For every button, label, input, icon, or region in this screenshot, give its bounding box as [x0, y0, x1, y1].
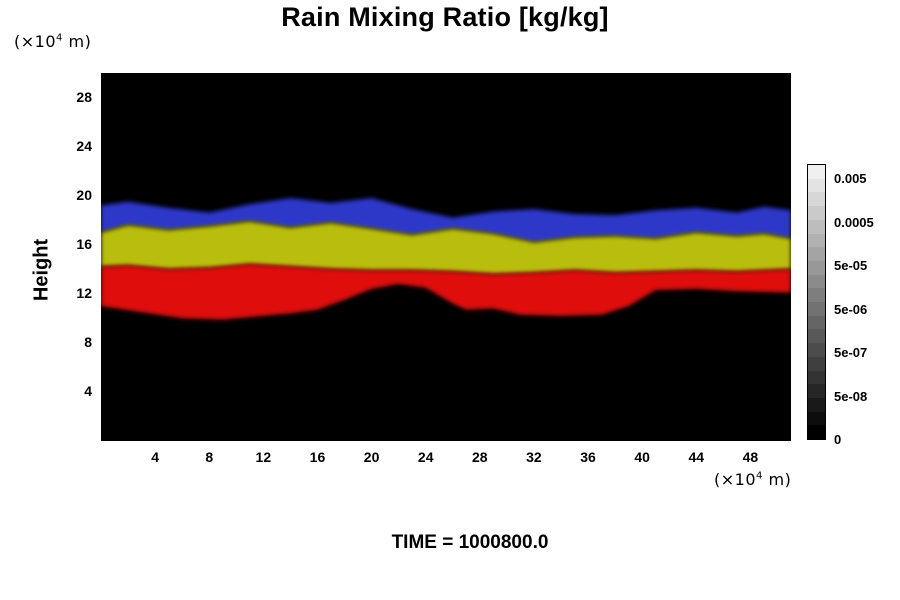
y-tick-label: 8: [84, 333, 92, 350]
colorbar-segment: [808, 411, 825, 426]
colorbar: [807, 164, 826, 440]
chart-title: Rain Mixing Ratio [kg/kg]: [281, 2, 609, 32]
plot-area: [101, 73, 791, 441]
colorbar-segment: [808, 302, 825, 316]
y-tick-label: 4: [84, 382, 92, 399]
time-label: TIME = 1000800.0: [391, 532, 549, 553]
x-tick-label: 32: [526, 449, 542, 465]
colorbar-label: 5e-05: [834, 258, 868, 273]
colorbar-segment: [808, 260, 825, 275]
cloud-layer-1: [101, 198, 791, 243]
colorbar-segment: [808, 233, 825, 248]
colorbar-segment: [808, 384, 825, 398]
x-axis-unit: (×104 m): [714, 470, 792, 489]
x-tick-label: 16: [309, 449, 326, 465]
colorbar-segment: [808, 315, 825, 330]
colorbar-segment: [808, 356, 825, 371]
colorbar-segment: [808, 425, 825, 440]
heatmap-plot: [101, 198, 791, 320]
colorbar-segment: [808, 165, 825, 179]
colorbar-label: 0.005: [834, 171, 867, 186]
colorbar-segment: [808, 192, 825, 207]
x-tick-label: 44: [688, 449, 705, 465]
y-tick-label: 20: [76, 186, 92, 203]
colorbar-label: 5e-08: [834, 389, 868, 404]
colorbar-segment: [808, 247, 825, 261]
y-tick-label: 24: [76, 137, 92, 154]
x-tick-label: 8: [205, 449, 214, 465]
colorbar-segment: [808, 219, 825, 234]
x-tick-label: 20: [363, 449, 380, 465]
x-tick-label: 48: [742, 449, 759, 465]
y-tick-label: 28: [76, 88, 92, 105]
colorbar-segment: [808, 343, 825, 357]
colorbar-label: 0.0005: [834, 215, 874, 230]
colorbar-segment: [808, 329, 825, 344]
colorbar-label: 5e-07: [834, 345, 868, 360]
y-axis-label: Height: [30, 238, 53, 302]
cloud-layer-3: [101, 264, 791, 320]
colorbar-segment: [808, 274, 825, 289]
cloud-layer-2: [101, 221, 791, 275]
colorbar-label: 5e-06: [834, 302, 868, 317]
x-tick-label: 40: [634, 449, 650, 465]
colorbar-segment: [808, 288, 825, 303]
colorbar-segment: [808, 206, 825, 220]
y-tick-label: 16: [76, 235, 92, 252]
y-axis-unit: (×104 m): [14, 32, 92, 51]
y-tick-label: 12: [76, 284, 92, 301]
colorbar-label: 0: [834, 432, 842, 447]
colorbar-segment: [808, 178, 825, 193]
x-tick-label: 4: [151, 449, 159, 465]
colorbar-segment: [808, 370, 825, 385]
colorbar-segment: [808, 397, 825, 412]
x-tick-label: 24: [417, 449, 434, 465]
x-tick-label: 12: [255, 449, 272, 465]
x-tick-label: 36: [580, 449, 596, 465]
x-tick-label: 28: [472, 449, 488, 465]
